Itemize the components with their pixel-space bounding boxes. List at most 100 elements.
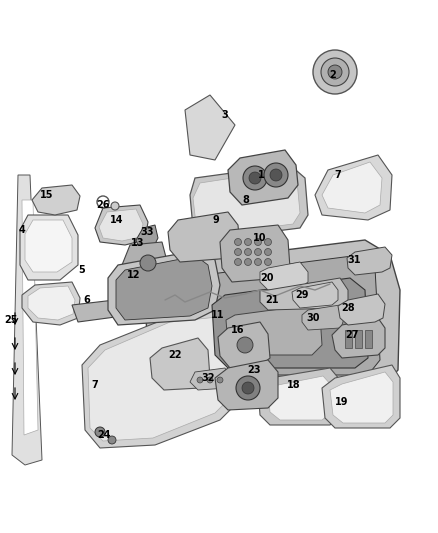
Circle shape (313, 50, 357, 94)
Circle shape (244, 248, 251, 255)
Polygon shape (332, 318, 385, 358)
Polygon shape (302, 305, 345, 330)
Text: 12: 12 (127, 270, 141, 280)
Circle shape (234, 259, 241, 265)
Polygon shape (193, 170, 300, 235)
Polygon shape (258, 368, 340, 425)
Polygon shape (88, 317, 232, 441)
Polygon shape (22, 200, 38, 435)
Text: 20: 20 (260, 273, 274, 283)
Circle shape (207, 377, 213, 383)
Text: 30: 30 (306, 313, 320, 323)
Circle shape (264, 163, 288, 187)
Circle shape (244, 259, 251, 265)
Circle shape (249, 172, 261, 184)
Polygon shape (20, 215, 78, 280)
Text: 11: 11 (211, 310, 225, 320)
Circle shape (237, 337, 253, 353)
Text: 9: 9 (212, 215, 219, 225)
Text: 29: 29 (295, 290, 309, 300)
Text: 27: 27 (345, 330, 359, 340)
Polygon shape (72, 290, 205, 322)
Circle shape (254, 259, 261, 265)
Polygon shape (116, 256, 212, 320)
Circle shape (244, 238, 251, 246)
Polygon shape (99, 209, 143, 241)
Text: 7: 7 (92, 380, 99, 390)
Text: 22: 22 (168, 350, 182, 360)
Polygon shape (122, 242, 168, 285)
Polygon shape (32, 185, 80, 215)
Circle shape (321, 58, 349, 86)
Bar (355, 330, 362, 348)
Text: 10: 10 (253, 233, 267, 243)
Text: 4: 4 (19, 225, 25, 235)
Polygon shape (108, 250, 220, 325)
Polygon shape (228, 150, 298, 205)
Polygon shape (190, 368, 230, 390)
Polygon shape (82, 310, 240, 448)
Polygon shape (292, 282, 338, 308)
Text: 26: 26 (96, 200, 110, 210)
Circle shape (234, 248, 241, 255)
Polygon shape (322, 162, 382, 213)
Circle shape (254, 248, 261, 255)
Text: 14: 14 (110, 215, 124, 225)
Bar (345, 330, 352, 348)
Circle shape (265, 248, 272, 255)
Polygon shape (226, 305, 322, 355)
Polygon shape (22, 282, 80, 325)
Text: 16: 16 (231, 325, 245, 335)
Text: 1: 1 (258, 170, 265, 180)
Polygon shape (322, 365, 400, 428)
Polygon shape (347, 247, 392, 275)
Text: 13: 13 (131, 238, 145, 248)
Polygon shape (338, 294, 385, 325)
Circle shape (236, 376, 260, 400)
Text: 15: 15 (40, 190, 54, 200)
Text: 24: 24 (97, 430, 111, 440)
Polygon shape (185, 95, 235, 160)
Circle shape (111, 202, 119, 210)
Circle shape (197, 377, 203, 383)
Polygon shape (95, 205, 148, 245)
Circle shape (234, 238, 241, 246)
Polygon shape (190, 165, 308, 240)
Text: 32: 32 (201, 373, 215, 383)
Polygon shape (220, 225, 290, 282)
Text: 19: 19 (335, 397, 349, 407)
Circle shape (242, 382, 254, 394)
Polygon shape (25, 220, 72, 272)
Text: 8: 8 (243, 195, 249, 205)
Text: 25: 25 (4, 315, 18, 325)
Polygon shape (215, 360, 278, 410)
Polygon shape (260, 278, 348, 310)
Circle shape (328, 65, 342, 79)
Polygon shape (212, 278, 368, 368)
Circle shape (108, 436, 116, 444)
Polygon shape (260, 262, 308, 290)
Polygon shape (145, 240, 400, 390)
Circle shape (95, 427, 105, 437)
Text: 6: 6 (84, 295, 90, 305)
Circle shape (265, 259, 272, 265)
Circle shape (243, 166, 267, 190)
Polygon shape (162, 255, 380, 375)
Text: 31: 31 (347, 255, 361, 265)
Polygon shape (168, 212, 240, 262)
Text: 3: 3 (222, 110, 228, 120)
Text: 18: 18 (287, 380, 301, 390)
Polygon shape (218, 322, 270, 368)
Bar (365, 330, 372, 348)
Text: 5: 5 (79, 265, 85, 275)
Text: 33: 33 (140, 227, 154, 237)
Polygon shape (150, 338, 210, 390)
Polygon shape (330, 372, 393, 423)
Text: 23: 23 (247, 365, 261, 375)
Circle shape (265, 238, 272, 246)
Polygon shape (12, 175, 42, 465)
Text: 2: 2 (330, 70, 336, 80)
Circle shape (270, 169, 282, 181)
Text: 7: 7 (335, 170, 341, 180)
Polygon shape (136, 225, 158, 250)
